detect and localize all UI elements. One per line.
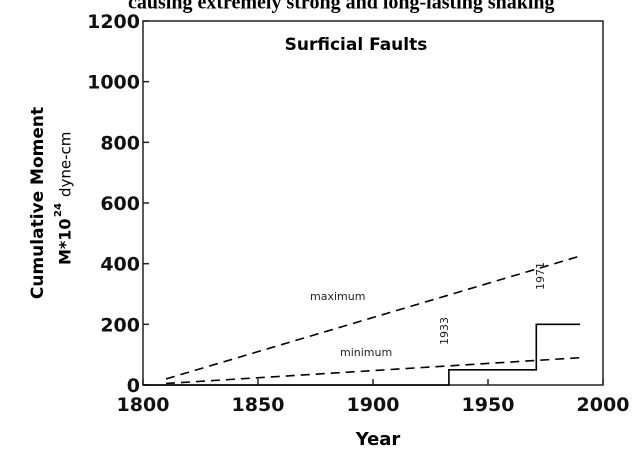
x-tick-label: 1850	[232, 394, 285, 416]
y-tick-label: 600	[100, 193, 140, 215]
annotation: 1933	[438, 317, 451, 345]
x-tick-label: 1950	[462, 394, 515, 416]
y-tick-label: 1000	[87, 72, 140, 94]
caption-fragment: causing extremely strong and long-lastin…	[128, 0, 555, 14]
x-tick-label: 2000	[577, 394, 630, 416]
annotation: maximum	[310, 290, 365, 303]
y-axis-label: Cumulative Moment	[28, 107, 48, 299]
y-tick-label: 200	[100, 314, 140, 336]
y-unit-base: M*10	[56, 218, 75, 265]
y-axis-unit: M*10 24 dyne-cm	[53, 132, 75, 265]
series-line	[143, 323, 580, 386]
y-unit-exponent: 24	[53, 203, 64, 217]
y-unit: dyne-cm	[57, 132, 75, 197]
y-tick-label: 800	[100, 132, 140, 154]
y-tick-label: 1200	[87, 11, 140, 33]
series-line	[165, 356, 581, 385]
chart-title: Surficial Faults	[285, 35, 428, 55]
annotation: minimum	[340, 346, 392, 359]
y-tick-label: 0	[127, 375, 140, 397]
annotation: 1971	[534, 262, 547, 290]
y-tick-label: 400	[100, 254, 140, 276]
x-axis-label: Year	[355, 429, 401, 450]
x-tick-label: 1800	[117, 394, 170, 416]
series-line	[165, 255, 581, 380]
x-tick-label: 1900	[347, 394, 400, 416]
